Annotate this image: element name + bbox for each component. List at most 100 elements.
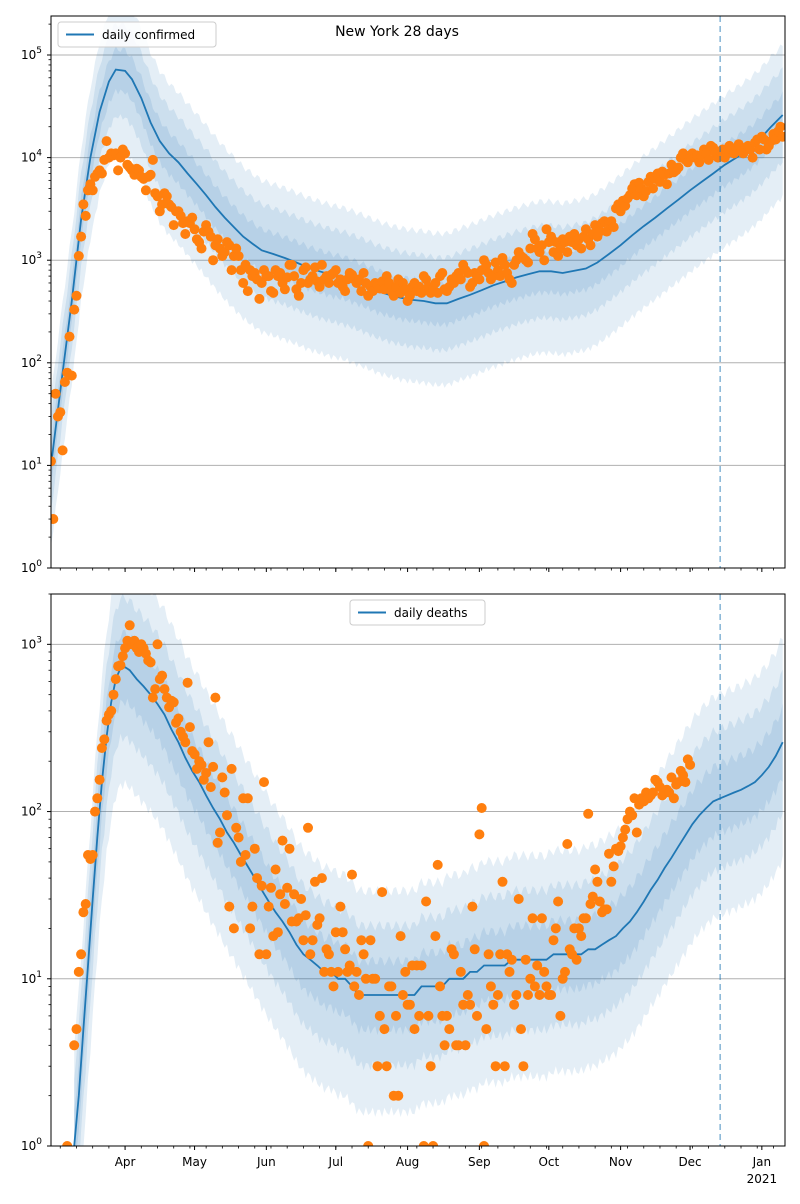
data-point (51, 514, 59, 524)
data-point (66, 370, 77, 381)
data-point (608, 861, 619, 872)
data-point (300, 910, 311, 921)
data-point (307, 935, 318, 946)
data-point (777, 131, 785, 142)
data-point (80, 899, 91, 909)
data-point (541, 224, 552, 235)
data-point (529, 234, 540, 245)
data-point (428, 1141, 439, 1146)
prediction-band-2 (74, 594, 783, 1146)
y-tick-label: 100 (21, 559, 42, 575)
data-point (483, 949, 494, 960)
data-point (303, 822, 313, 833)
data-point (414, 1010, 425, 1021)
data-point (305, 949, 316, 960)
data-point (319, 966, 330, 977)
data-point (661, 179, 672, 190)
data-point (495, 949, 506, 960)
data-point (330, 927, 341, 938)
data-point (685, 759, 696, 770)
data-point (64, 331, 75, 342)
data-point (182, 677, 193, 688)
chart-title: New York 28 days (335, 24, 459, 40)
data-point (418, 1141, 429, 1146)
axes-frame (50, 15, 786, 569)
data-point (261, 949, 272, 960)
data-point (337, 927, 348, 938)
x-tick-label: Dec (678, 1155, 701, 1169)
y-tick-label: 101 (21, 456, 42, 472)
data-point (504, 966, 515, 977)
data-point (184, 722, 195, 733)
data-point (208, 255, 219, 266)
data-point (150, 684, 161, 695)
data-point (196, 759, 207, 770)
data-point (59, 377, 70, 387)
x-tick-label: Apr (115, 1155, 136, 1169)
data-point (113, 165, 124, 176)
data-point (358, 949, 369, 960)
data-point (469, 944, 480, 955)
data-point (527, 913, 538, 924)
data-point (550, 923, 561, 934)
data-point (680, 777, 691, 788)
data-point (580, 913, 591, 924)
data-point (506, 954, 517, 965)
data-point (520, 954, 531, 965)
data-point (314, 913, 325, 924)
x-tick-label: Sep (468, 1155, 491, 1169)
data-point (393, 1090, 404, 1101)
prediction-band-3 (74, 594, 783, 1146)
data-point (606, 876, 617, 887)
data-point (99, 734, 110, 745)
data-point (94, 774, 105, 785)
data-point (400, 966, 411, 977)
data-point (201, 768, 212, 778)
data-point (205, 782, 216, 793)
data-point (673, 162, 684, 173)
data-point (476, 803, 487, 813)
data-point (275, 889, 286, 900)
data-point (252, 873, 263, 884)
data-point (553, 896, 564, 907)
data-point (326, 966, 337, 977)
data-point (87, 185, 98, 196)
data-point (351, 966, 362, 977)
data-point (379, 1024, 390, 1035)
data-point (78, 199, 89, 210)
data-point (242, 793, 253, 804)
data-point (397, 990, 408, 1000)
data-point (231, 822, 242, 833)
data-point (340, 944, 351, 955)
data-point (455, 966, 466, 977)
data-point (300, 262, 311, 273)
data-point (620, 824, 631, 835)
axes-frame (50, 593, 786, 1147)
data-point (404, 999, 415, 1010)
data-point (587, 891, 598, 902)
data-point (573, 923, 584, 934)
data-point (161, 191, 172, 202)
data-point (754, 144, 765, 155)
data-point (233, 251, 244, 261)
data-point (460, 1040, 471, 1051)
data-point (256, 880, 267, 891)
data-point (499, 259, 510, 270)
data-point (585, 240, 596, 251)
data-point (536, 913, 547, 924)
data-point (168, 697, 179, 708)
data-point (147, 692, 158, 703)
deaths-panel: 100 101 102 103 Apr May Jun Jul Aug Sep Oct Nov Dec J… (21, 593, 786, 1186)
legend-box (349, 599, 486, 626)
y-tick-label: 103 (21, 635, 42, 651)
data-point (254, 293, 265, 304)
data-point (377, 887, 388, 898)
data-point (571, 954, 582, 965)
data-point (423, 1010, 434, 1021)
data-point (51, 456, 56, 467)
data-point (347, 869, 357, 880)
data-point (189, 224, 200, 235)
data-point (296, 278, 307, 288)
data-point (263, 271, 274, 282)
data-point (187, 212, 198, 223)
